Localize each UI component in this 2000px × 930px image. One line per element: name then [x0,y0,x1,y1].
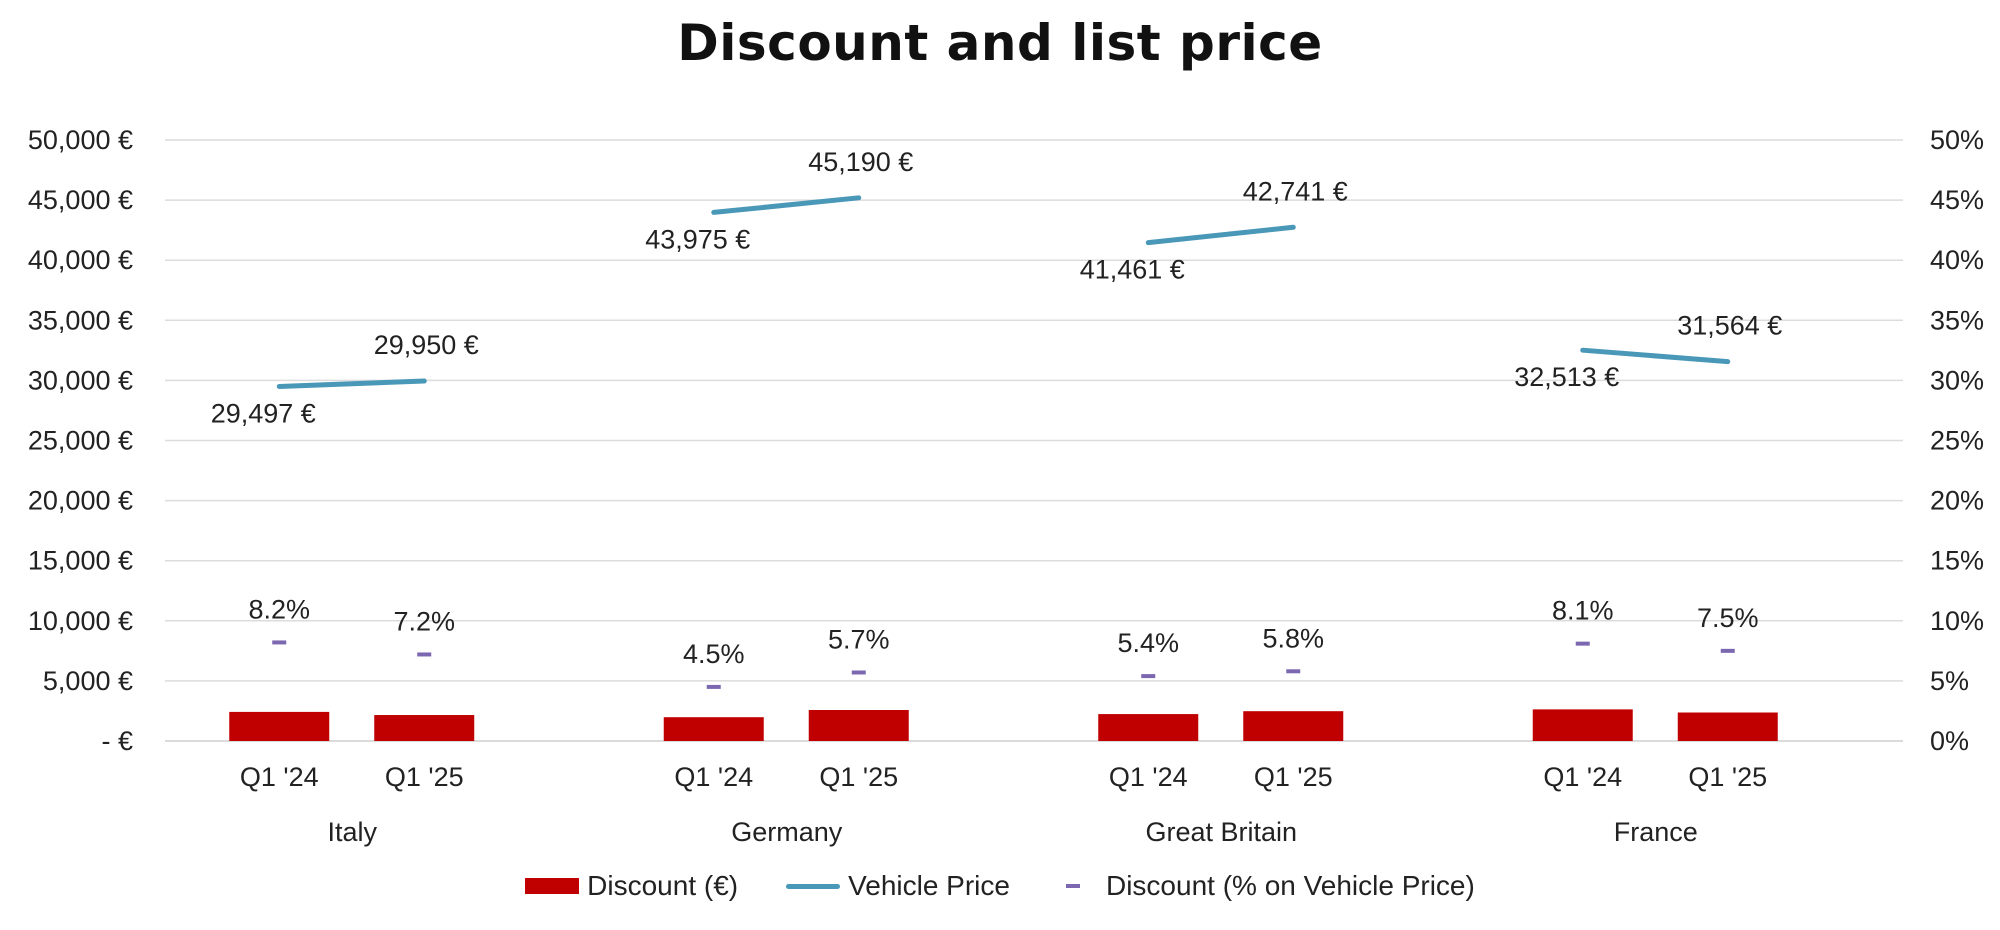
y-left-tick-label: 45,000 € [28,185,133,215]
y-left-tick-label: 30,000 € [28,365,133,395]
y-left-tick-label: 50,000 € [28,125,133,155]
discount-bar [229,711,330,741]
vehicle-price-label: 29,950 € [374,330,479,360]
vehicle-price-label: 42,741 € [1243,176,1348,206]
vehicle-price-line [276,378,427,389]
x-category-label: Q1 '24 [674,762,753,792]
x-group-label: France [1614,817,1698,847]
y-right-tick-label: 0% [1930,726,1969,756]
vehicle-price-label: 43,975 € [645,224,750,254]
x-group-label: Italy [327,817,377,847]
discount-pct-label: 8.1% [1552,596,1614,626]
y-right-tick-label: 35% [1930,305,1984,335]
legend-swatch-line [786,883,841,889]
discount-bar [374,715,475,741]
legend-label-discount-pct: Discount (% on Vehicle Price) [1105,870,1475,901]
y-left-tick-label: 40,000 € [28,245,133,275]
vehicle-price-label: 31,564 € [1677,311,1782,341]
legend-swatch-bar [525,878,580,894]
discount-pct-label: 7.5% [1697,603,1759,633]
y-right-tick-label: 5% [1930,666,1969,696]
discount-pct-label: 5.8% [1262,623,1324,653]
x-category-label: Q1 '25 [385,762,464,792]
y-right-tick-label: 15% [1930,546,1984,576]
vehicle-price-label: 29,497 € [211,398,316,428]
x-category-label: Q1 '25 [1688,762,1767,792]
y-left-tick-label: - € [101,726,133,756]
y-right-tick-label: 30% [1930,365,1984,395]
legend-item-discount-pct: Discount (% on Vehicle Price) [1058,870,1475,902]
legend-label-discount-eur: Discount (€) [587,870,739,901]
discount-bar [1098,714,1199,741]
discount-pct-label: 5.7% [828,624,890,654]
y-left-tick-label: 35,000 € [28,305,133,335]
vehicle-price-line [1580,347,1731,365]
x-category-label: Q1 '25 [1254,762,1333,792]
discount-bar [1532,709,1633,741]
discount-bar [1677,712,1778,741]
y-right-tick-label: 20% [1930,486,1984,516]
y-right-tick-label: 10% [1930,606,1984,636]
x-category-label: Q1 '24 [1109,762,1188,792]
y-left-tick-label: 25,000 € [28,426,133,456]
discount-pct-label: 7.2% [393,606,455,636]
y-right-tick-label: 40% [1930,245,1984,275]
discount-bar [808,709,909,741]
x-group-label: Great Britain [1145,817,1297,847]
legend-item-vehicle-price: Vehicle Price [786,870,1010,902]
discount-pct-label: 8.2% [248,594,310,624]
legend: Discount (€) Vehicle Price Discount (% o… [0,866,2000,906]
discount-bar [663,717,764,741]
y-left-tick-label: 5,000 € [43,666,133,696]
discount-bar [1243,711,1344,741]
vehicle-price-label: 32,513 € [1514,362,1619,392]
vehicle-price-label: 41,461 € [1080,255,1185,285]
vehicle-price-label: 45,190 € [808,147,913,177]
x-group-label: Germany [731,817,843,847]
y-left-tick-label: 15,000 € [28,546,133,576]
y-left-tick-label: 20,000 € [28,486,133,516]
y-right-tick-label: 50% [1930,125,1984,155]
x-category-label: Q1 '24 [1543,762,1622,792]
y-right-tick-label: 45% [1930,185,1984,215]
chart-title: Discount and list price [677,14,1323,72]
legend-item-discount-eur: Discount (€) [525,870,738,902]
legend-label-vehicle-price: Vehicle Price [848,870,1010,901]
y-left-tick-label: 10,000 € [28,606,133,636]
x-category-label: Q1 '24 [240,762,319,792]
discount-pct-label: 5.4% [1117,628,1179,658]
vehicle-price-line [1145,224,1296,246]
x-category-label: Q1 '25 [819,762,898,792]
vehicle-price-line [711,195,862,215]
legend-swatch-marker [1065,884,1080,888]
discount-pct-label: 4.5% [683,639,745,669]
y-right-tick-label: 25% [1930,426,1984,456]
